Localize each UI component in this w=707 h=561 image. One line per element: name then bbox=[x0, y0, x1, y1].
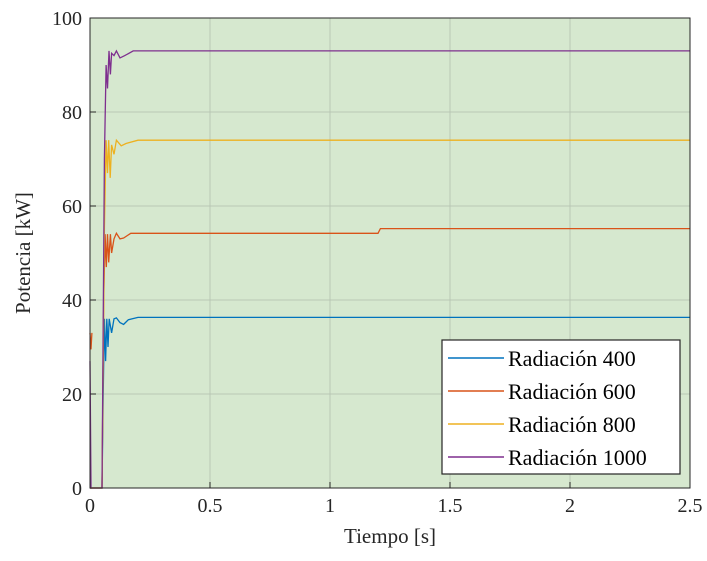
y-tick-label: 60 bbox=[62, 196, 82, 218]
legend-label: Radiación 1000 bbox=[508, 445, 647, 470]
series-line bbox=[90, 138, 690, 489]
legend-box bbox=[441, 339, 681, 475]
x-tick-label: 1.5 bbox=[438, 495, 463, 517]
y-tick-label: 80 bbox=[62, 102, 82, 124]
legend-label: Radiación 800 bbox=[508, 412, 636, 437]
x-tick-label: 2 bbox=[565, 495, 575, 517]
grid-lines bbox=[90, 18, 690, 488]
x-tick-label: 0.5 bbox=[198, 495, 223, 517]
x-tick-label: 2.5 bbox=[678, 495, 703, 517]
x-tick-label: 1 bbox=[325, 495, 335, 517]
y-tick-label: 0 bbox=[72, 478, 82, 500]
y-tick-label: 100 bbox=[52, 8, 82, 30]
x-axis-label: Tiempo [s] bbox=[344, 524, 436, 548]
legend: Radiación 400 Radiación 600 Radiación 800 R… bbox=[441, 339, 681, 475]
plot-frame bbox=[89, 17, 691, 489]
series-line bbox=[90, 49, 690, 489]
y-axis-label: Potencia [kW] bbox=[11, 192, 35, 314]
legend-label: Radiación 400 bbox=[508, 346, 636, 371]
legend-label: Radiación 600 bbox=[508, 379, 636, 404]
axis-ticks: 0 0.5 1 1.5 2 2.5 0 20 40 60 80 100 bbox=[52, 8, 703, 517]
y-tick-label: 40 bbox=[62, 290, 82, 312]
y-tick-label: 20 bbox=[62, 384, 82, 406]
x-tick-label: 0 bbox=[85, 495, 95, 517]
